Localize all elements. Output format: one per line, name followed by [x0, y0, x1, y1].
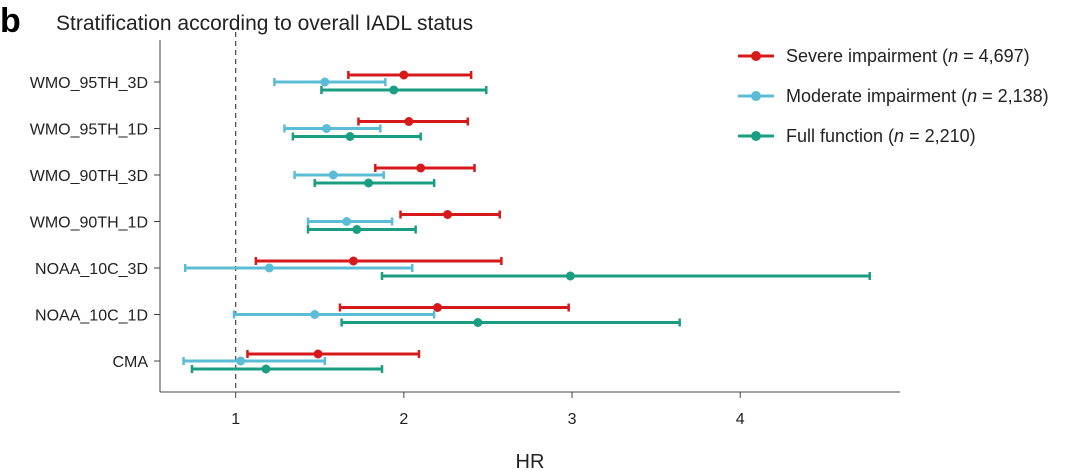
category-label: WMO_95TH_1D — [30, 122, 148, 139]
hr-point — [313, 349, 323, 359]
ci-mark — [399, 210, 501, 219]
category-label: WMO_90TH_1D — [30, 215, 148, 232]
category-label: WMO_95TH_3D — [30, 75, 148, 92]
ci-mark — [306, 225, 417, 234]
hr-point — [404, 117, 414, 126]
hr-point — [348, 256, 358, 266]
ci-mark — [190, 364, 384, 374]
category-labels: WMO_95TH_3D WMO_95TH_1D WMO_90TH_3D WMO_90T… — [30, 75, 160, 371]
legend-label-suffix: = 4,697) — [958, 46, 1030, 66]
hr-point — [416, 163, 426, 173]
legend-item: Severe impairment (n = 4,697) — [738, 46, 1030, 66]
hr-point — [320, 77, 330, 87]
hr-point — [433, 303, 442, 312]
category-label: WMO_90TH_3D — [30, 168, 148, 185]
hr-point — [264, 263, 274, 273]
hr-point — [473, 318, 483, 327]
x-ticks: 1 2 3 4 — [231, 392, 745, 428]
category-label: CMA — [112, 354, 148, 371]
hr-point — [565, 271, 575, 281]
x-tick-label: 1 — [231, 411, 240, 428]
hr-point — [310, 310, 320, 319]
hr-point — [328, 170, 338, 180]
ci-mark — [283, 124, 382, 133]
x-tick-label: 3 — [568, 411, 577, 428]
axes — [159, 40, 900, 393]
hr-point — [322, 124, 331, 133]
panel-letter: b — [0, 2, 21, 40]
hr-point — [342, 217, 352, 226]
hr-point — [261, 364, 271, 374]
ci-mark — [293, 170, 385, 180]
ci-mark — [374, 163, 476, 173]
legend-label-n: n — [894, 126, 904, 146]
hr-point — [443, 210, 453, 219]
legend-label: Moderate impairment (n = 2,138) — [786, 86, 1049, 106]
ci-mark — [273, 77, 387, 87]
legend: Severe impairment (n = 4,697)Moderate im… — [738, 46, 1049, 146]
legend-marker — [751, 91, 761, 101]
data-marks — [182, 70, 871, 374]
legend-label-n: n — [948, 46, 958, 66]
ci-mark — [291, 132, 422, 141]
category-label: NOAA_10C_1D — [35, 308, 148, 325]
ci-mark — [347, 70, 473, 80]
hr-point — [345, 132, 355, 141]
legend-label-prefix: Full function ( — [786, 126, 894, 146]
hr-point — [352, 225, 362, 234]
ci-mark — [357, 117, 470, 126]
hr-point — [364, 178, 374, 188]
legend-marker — [751, 131, 761, 141]
ci-mark — [182, 356, 327, 366]
hr-point — [399, 70, 409, 80]
ci-mark — [313, 178, 436, 188]
x-tick-label: 2 — [399, 411, 408, 428]
hr-point — [389, 85, 399, 95]
ci-mark — [380, 271, 871, 281]
legend-label-suffix: = 2,138) — [977, 86, 1049, 106]
legend-item: Full function (n = 2,210) — [738, 126, 976, 146]
legend-label-prefix: Severe impairment ( — [786, 46, 948, 66]
legend-label-suffix: = 2,210) — [904, 126, 976, 146]
legend-label-n: n — [967, 86, 977, 106]
x-tick-label: 4 — [736, 411, 745, 428]
chart-title: Stratification according to overall IADL… — [56, 12, 473, 35]
ci-mark — [306, 217, 394, 226]
ci-mark — [232, 310, 436, 319]
category-label: NOAA_10C_3D — [35, 261, 148, 278]
x-axis-title: HR — [516, 451, 545, 473]
ci-mark — [183, 263, 414, 273]
legend-marker — [751, 51, 761, 61]
ci-mark — [338, 303, 570, 312]
ci-mark — [340, 318, 681, 327]
ci-mark — [320, 85, 488, 95]
legend-label: Severe impairment (n = 4,697) — [786, 46, 1030, 66]
hr-point — [236, 356, 246, 366]
legend-item: Moderate impairment (n = 2,138) — [738, 86, 1049, 106]
legend-label-prefix: Moderate impairment ( — [786, 86, 967, 106]
ci-mark — [246, 349, 421, 359]
ci-mark — [254, 256, 503, 266]
legend-label: Full function (n = 2,210) — [786, 126, 976, 146]
